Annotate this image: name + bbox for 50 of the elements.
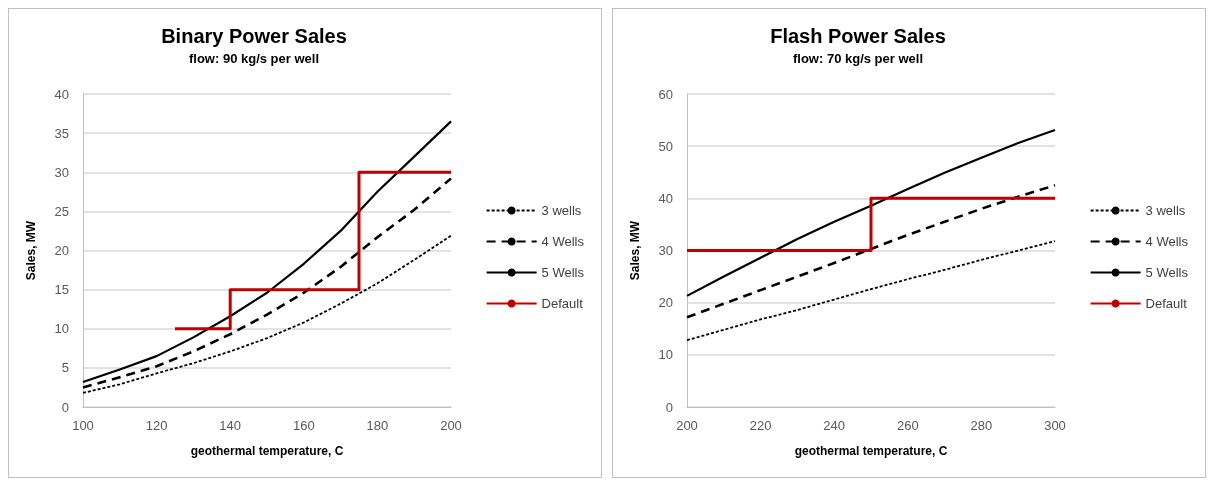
y-axis-title: Sales, MW xyxy=(628,220,642,281)
x-tick-label: 280 xyxy=(970,418,993,433)
legend-label: 3 wells xyxy=(1145,203,1186,218)
line-series xyxy=(81,177,453,389)
legend-label: 4 Wells xyxy=(541,234,585,249)
y-tick-label: 5 xyxy=(61,360,69,376)
x-tick-label: 180 xyxy=(366,418,389,433)
line-series xyxy=(81,120,453,384)
x-tick-label: 100 xyxy=(72,418,94,433)
y-tick-label: 10 xyxy=(658,347,673,363)
x-tick-label: 200 xyxy=(440,418,462,433)
x-tick-label: 200 xyxy=(676,418,698,433)
legend-label: Default xyxy=(541,296,584,311)
x-tick-label: 120 xyxy=(145,418,168,433)
y-tick-label: 40 xyxy=(54,86,69,102)
y-axis-title: Sales, MW xyxy=(24,220,38,281)
y-tick-label: 0 xyxy=(665,399,673,415)
legend-label: 5 Wells xyxy=(541,265,585,280)
legend-label: 3 wells xyxy=(541,203,582,218)
line-series xyxy=(685,128,1057,297)
y-tick-label: 35 xyxy=(54,125,69,141)
line-series xyxy=(685,183,1057,319)
y-tick-label: 50 xyxy=(658,138,673,154)
y-tick-label: 15 xyxy=(54,282,69,298)
y-tick-label: 30 xyxy=(54,164,69,180)
x-tick-label: 260 xyxy=(896,418,919,433)
legend-label: 5 Wells xyxy=(1145,265,1189,280)
y-tick-label: 10 xyxy=(54,321,69,337)
x-tick-label: 220 xyxy=(749,418,772,433)
line-series xyxy=(686,240,1056,342)
chart-title: Flash Power Sales xyxy=(770,25,946,47)
legend-label: 4 Wells xyxy=(1145,234,1189,249)
y-tick-label: 60 xyxy=(658,86,673,102)
chart-subtitle: flow: 90 kg/s per well xyxy=(188,51,320,66)
x-axis-title: geothermal temperature, C xyxy=(794,444,948,458)
line-series xyxy=(82,234,452,394)
x-tick-label: 240 xyxy=(823,418,846,433)
chart-title: Binary Power Sales xyxy=(161,25,347,47)
y-tick-label: 0 xyxy=(61,399,69,415)
chart-subtitle: flow: 70 kg/s per well xyxy=(792,51,924,66)
legend-label: Default xyxy=(1145,296,1188,311)
x-tick-label: 140 xyxy=(219,418,242,433)
x-tick-label: 160 xyxy=(292,418,315,433)
y-tick-label: 20 xyxy=(658,295,673,311)
y-tick-label: 40 xyxy=(658,190,673,206)
y-tick-label: 30 xyxy=(658,243,673,258)
x-tick-label: 300 xyxy=(1044,418,1066,433)
y-tick-label: 20 xyxy=(54,243,69,258)
x-axis-title: geothermal temperature, C xyxy=(190,444,344,458)
y-tick-label: 25 xyxy=(54,203,69,219)
